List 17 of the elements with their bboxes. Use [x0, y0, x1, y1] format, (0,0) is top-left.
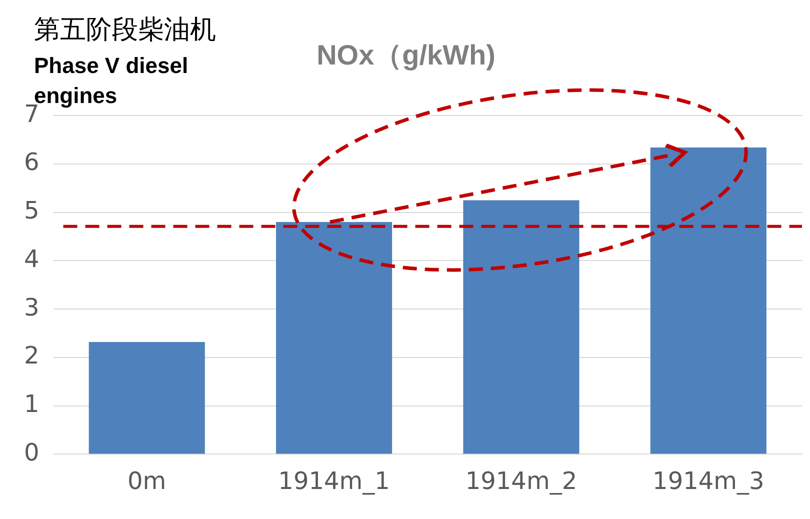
y-tick-label: 2 — [24, 342, 40, 370]
x-tick-label: 0m — [128, 466, 166, 495]
text: 第五阶段柴油机 — [34, 14, 217, 47]
x-tick-label: 1914m_3 — [652, 466, 764, 495]
y-tick-label: 5 — [24, 196, 40, 225]
chart-title: NOx（g/kWh) — [316, 40, 496, 71]
bar — [463, 200, 580, 454]
bar — [276, 222, 392, 454]
x-tick-label: 1914m_2 — [465, 466, 578, 495]
bar — [650, 148, 766, 454]
y-tick-label: 3 — [24, 293, 40, 322]
x-tick-label: 1914m_1 — [278, 466, 390, 495]
bar — [88, 342, 205, 454]
y-tick-label: 0 — [24, 438, 40, 466]
y-tick-label: 4 — [24, 244, 40, 273]
y-tick-label: 1 — [24, 390, 40, 418]
y-tick-label: 6 — [24, 148, 40, 176]
